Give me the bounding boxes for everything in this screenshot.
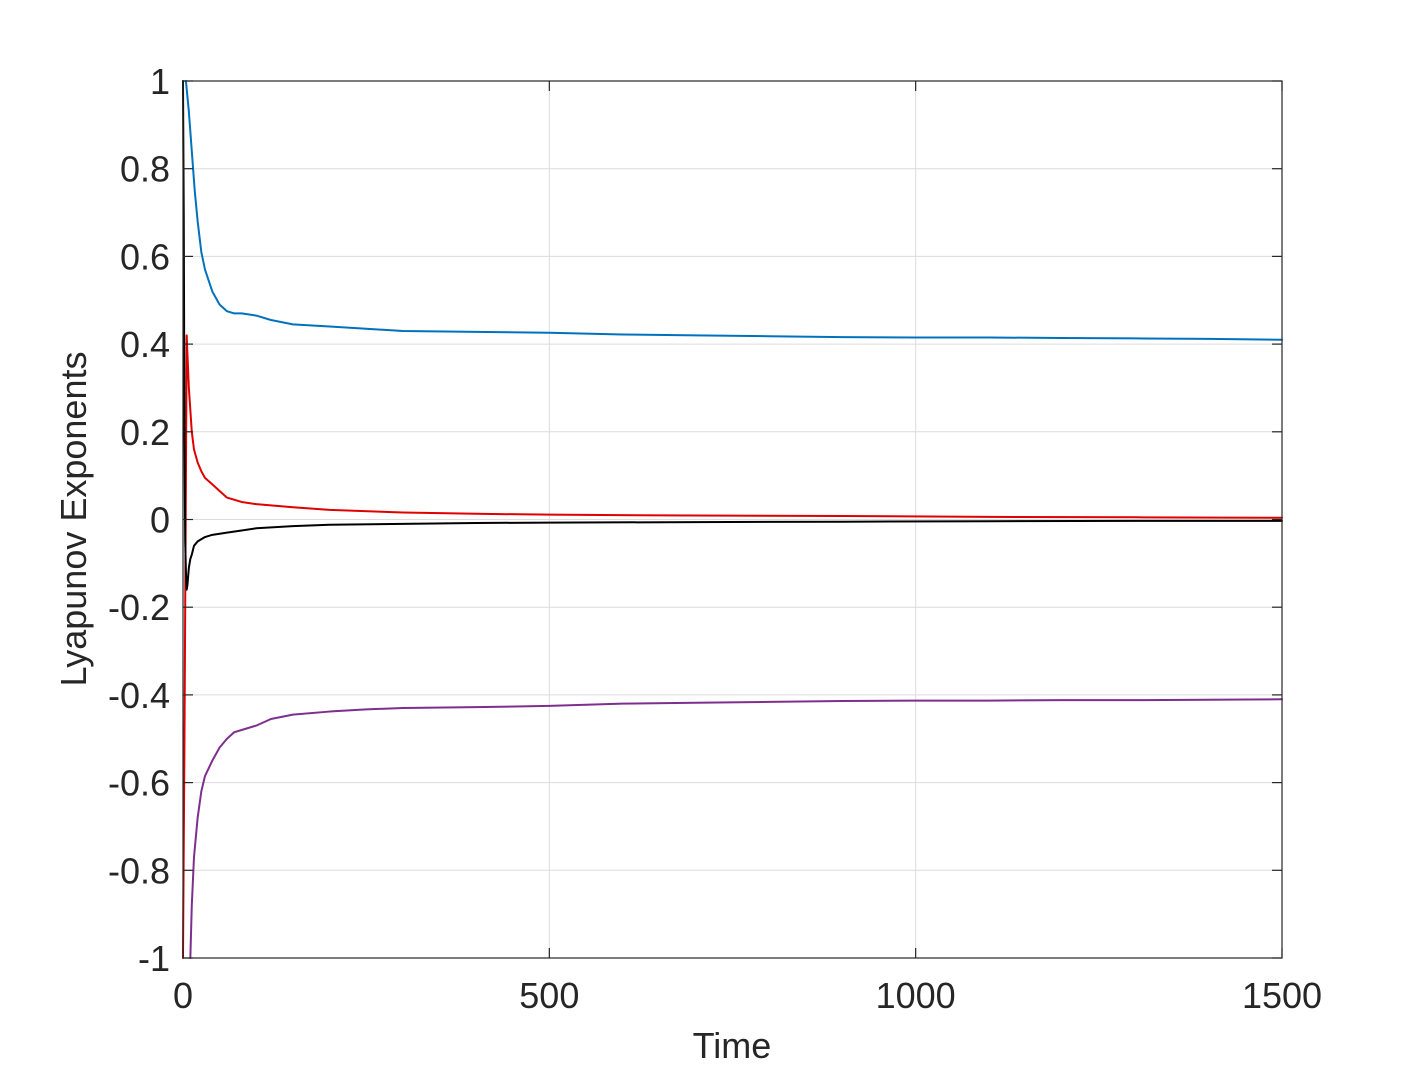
y-axis-label: Lyapunov Exponents (53, 352, 94, 687)
y-tick-label: 0.6 (120, 236, 170, 277)
series-line-4 (189, 698, 1283, 959)
x-tick-label: 500 (519, 975, 579, 1016)
x-tick-label: 1500 (1242, 975, 1322, 1016)
y-tick-labels: 1 0.8 0.6 0.4 0.2 0 -0.2 -0.4 -0.6 -0.8 -1 (108, 61, 170, 979)
y-tick-label: -0.2 (108, 587, 170, 628)
y-tick-label: 0.2 (120, 412, 170, 453)
x-axis-label: Time (693, 1025, 772, 1066)
y-tick-label: 1 (150, 61, 170, 102)
series-line-2 (182, 334, 1283, 959)
y-tick-label: -1 (138, 938, 170, 979)
grid-lines (182, 80, 1283, 959)
series-lines (182, 80, 1283, 959)
y-tick-label: -0.8 (108, 850, 170, 891)
axis-ticks (182, 80, 1283, 959)
x-tick-label: 1000 (876, 975, 956, 1016)
series-line-1 (184, 80, 1283, 341)
y-tick-label: -0.6 (108, 763, 170, 804)
y-tick-label: -0.4 (108, 675, 170, 716)
y-tick-label: 0.4 (120, 324, 170, 365)
series-line-3 (182, 80, 1283, 591)
x-tick-labels: 0 500 1000 1500 (173, 975, 1322, 1016)
x-tick-label: 0 (173, 975, 193, 1016)
y-tick-label: 0.8 (120, 149, 170, 190)
y-tick-label: 0 (150, 500, 170, 541)
